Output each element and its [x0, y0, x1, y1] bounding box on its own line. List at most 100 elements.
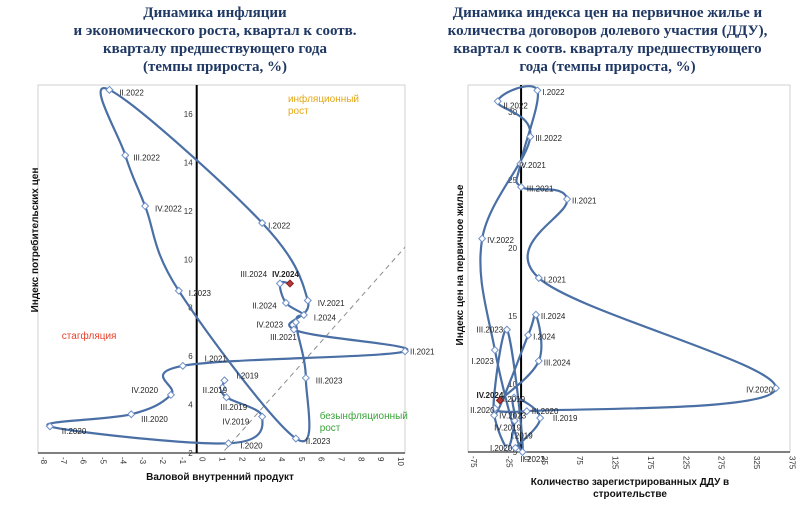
- zone-label-2-0: безынфляционный: [320, 410, 408, 422]
- x-tick-label-375: 375: [787, 456, 796, 470]
- point-label-i-2023: I.2023: [189, 289, 212, 298]
- point-marker-iv-2019: [258, 412, 267, 421]
- x-tick-label-325: 325: [752, 456, 761, 470]
- point-marker-iv-2024: [495, 396, 504, 405]
- point-marker-i-2024: [524, 330, 533, 340]
- y-tick-label-2: 2: [188, 449, 193, 458]
- series-line: [479, 85, 777, 454]
- point-label-i-2019: I.2019: [236, 372, 259, 381]
- point-label-iii-2020: III.2020: [532, 407, 559, 416]
- point-marker-i-2019: [511, 443, 520, 453]
- x-tick-label-175: 175: [646, 456, 655, 470]
- point-label-iii-2019: III.2019: [221, 403, 248, 412]
- y-tick-label-5: 5: [513, 448, 518, 457]
- point-marker-iv-2022: [478, 234, 487, 243]
- y-tick-label-12: 12: [184, 207, 193, 216]
- x-tick-label-225: 225: [681, 456, 690, 470]
- y-axis-title: Индекс потребительских цен: [29, 168, 41, 313]
- point-marker-i-2021: [178, 361, 187, 370]
- left-chart-title: Динамика инфляции и экономического роста,…: [73, 5, 357, 75]
- point-label-iv-2019: IV.2019: [494, 424, 521, 433]
- point-marker-iii-2024: [275, 279, 285, 288]
- y-axis-title: Индекс цен на первичное жилье: [455, 184, 466, 345]
- x-tick-label-8: 8: [356, 457, 365, 462]
- x-tick-label--1: -1: [178, 457, 187, 465]
- point-label-iii-2022: III.2022: [535, 134, 562, 143]
- point-marker-i-2021: [534, 273, 543, 283]
- x-tick-label-125: 125: [611, 456, 620, 470]
- point-marker-ii-2022: [493, 97, 502, 106]
- x-tick-label-7: 7: [337, 457, 346, 462]
- x-tick-label-4: 4: [277, 457, 286, 462]
- point-label-i-2021: I.2021: [544, 275, 567, 284]
- point-marker-ii-2024: [281, 298, 291, 308]
- y-tick-label-20: 20: [508, 244, 517, 253]
- x-tick-label-3: 3: [257, 457, 266, 462]
- point-marker-iv-2023: [490, 411, 499, 420]
- x-tick-label--3: -3: [138, 457, 147, 465]
- point-label-iii-2024: III.2024: [240, 270, 267, 279]
- x-tick-label-275: 275: [717, 456, 726, 470]
- x-tick-label-1: 1: [218, 457, 227, 462]
- x-axis-title-line-0: Валовой внутренний продукт: [146, 472, 294, 483]
- x-tick-label-75: 75: [575, 456, 584, 465]
- point-marker-iii-2020: [522, 407, 531, 416]
- x-tick-label--25: -25: [504, 456, 513, 468]
- point-label-i-2021: I.2021: [205, 355, 228, 364]
- x-tick-label--4: -4: [118, 457, 127, 465]
- reference-diagonal-line: [224, 246, 406, 451]
- y-tick-label-25: 25: [508, 176, 517, 185]
- point-label-iv-2021: IV.2021: [318, 299, 345, 308]
- point-marker-ii-2023: [291, 434, 300, 443]
- point-marker-iii-2019: [222, 393, 231, 402]
- plot-frame: [37, 84, 406, 454]
- point-marker-ii-2022: [105, 85, 114, 94]
- point-label-iv-2021: IV.2021: [519, 161, 546, 170]
- point-marker-iii-2019: [509, 393, 519, 402]
- right-chart-title: Динамика индекса цен на первичное жилье …: [447, 5, 768, 75]
- point-marker-i-2024: [299, 310, 308, 320]
- point-marker-ii-2019: [218, 383, 227, 392]
- point-marker-iii-2022: [526, 132, 535, 141]
- point-marker-i-2023: [490, 345, 499, 355]
- point-label-i-2019: I.2019: [510, 432, 533, 441]
- point-marker-iii-2021: [516, 182, 526, 192]
- x-tick-label-2: 2: [237, 457, 246, 462]
- point-label-ii-2023: II.2023: [306, 437, 331, 446]
- point-label-ii-2021: II.2021: [572, 197, 597, 206]
- zone-label-0-0: инфляционный: [288, 93, 359, 105]
- x-tick-label-25: 25: [540, 456, 549, 465]
- point-marker-ii-2020: [45, 422, 55, 431]
- point-label-ii-2020: II.2020: [62, 427, 87, 436]
- point-marker-iv-2020: [166, 390, 176, 400]
- point-label-iii-2023: III.2023: [316, 376, 343, 385]
- point-label-i-2024: I.2024: [533, 332, 556, 341]
- point-label-ii-2022: II.2022: [503, 101, 528, 110]
- point-marker-iv-2024: [285, 279, 295, 288]
- point-marker-i-2020: [502, 443, 512, 453]
- point-marker-iv-2021: [303, 296, 312, 305]
- point-label-i-2020: I.2020: [240, 442, 263, 451]
- point-label-ii-2024: II.2024: [252, 301, 277, 310]
- point-label-i-2020: I.2020: [490, 444, 513, 453]
- point-marker-ii-2023: [518, 447, 527, 457]
- point-marker-i-2019: [220, 376, 229, 385]
- point-label-i-2024: I.2024: [314, 313, 337, 322]
- point-label-i-2023: I.2023: [472, 357, 495, 366]
- point-label-iii-2022: III.2022: [133, 154, 160, 163]
- zone-label-0-1: рост: [288, 106, 309, 117]
- x-tick-label-9: 9: [376, 457, 385, 462]
- point-marker-iii-2021: [289, 325, 299, 334]
- y-tick-label-14: 14: [184, 158, 193, 167]
- point-label-iii-2023: III.2023: [476, 326, 503, 335]
- x-tick-label-5: 5: [297, 457, 306, 462]
- point-label-ii-2024: II.2024: [541, 312, 566, 321]
- point-label-iv-2020: IV.2020: [746, 385, 773, 394]
- point-marker-i-2022: [533, 86, 542, 95]
- point-label-iv-2020: IV.2020: [131, 386, 158, 395]
- point-marker-iii-2022: [121, 151, 130, 160]
- y-tick-label-6: 6: [188, 352, 193, 361]
- point-marker-iv-2021: [516, 159, 525, 168]
- point-marker-iii-2023: [502, 325, 512, 334]
